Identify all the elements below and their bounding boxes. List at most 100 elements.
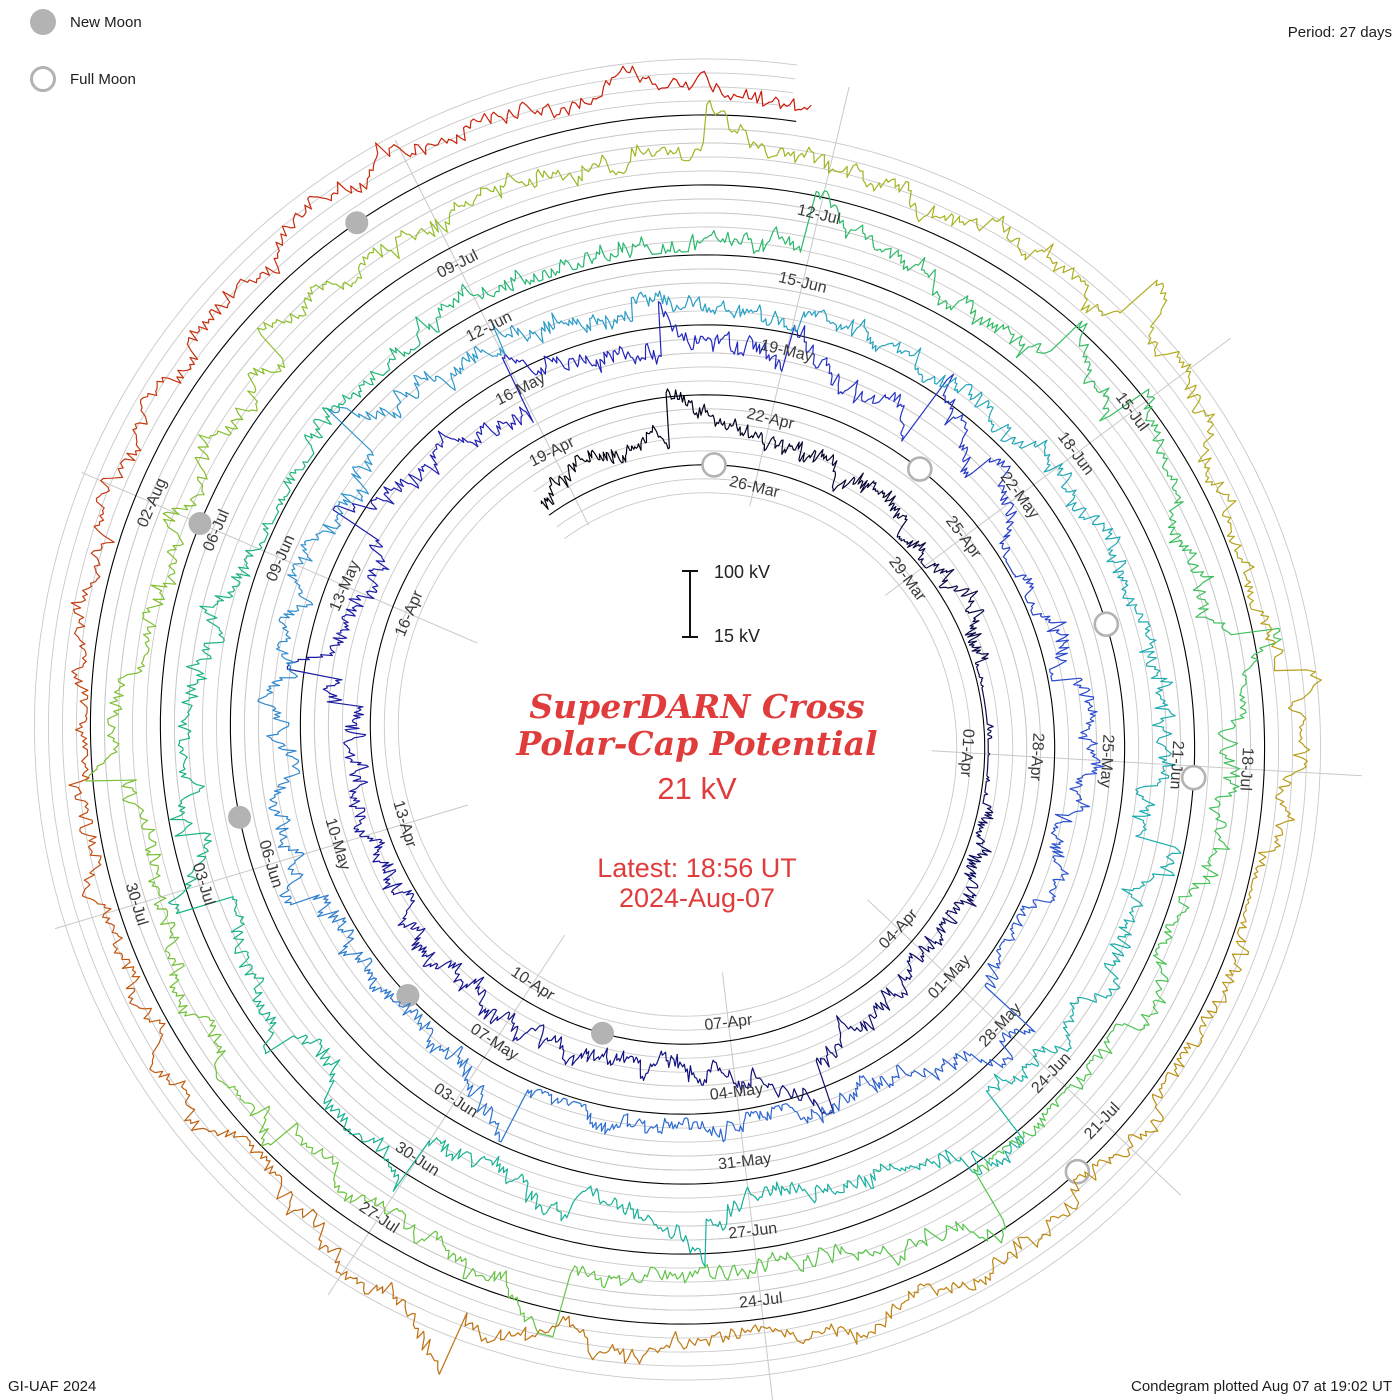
potential-trace-segment — [288, 625, 350, 664]
potential-trace-segment — [754, 1181, 817, 1204]
potential-trace-segment — [999, 510, 1017, 571]
potential-trace-segment — [1073, 1134, 1143, 1181]
potential-trace-segment — [286, 662, 365, 721]
date-label: 16-May — [493, 370, 548, 409]
potential-trace-segment — [728, 1324, 810, 1344]
potential-trace-segment — [485, 1315, 574, 1344]
potential-trace-segment — [906, 935, 935, 980]
potential-trace-segment — [977, 793, 994, 833]
potential-trace-segment — [235, 334, 286, 414]
date-label: 21-Jun — [1166, 740, 1186, 790]
potential-trace-segment — [142, 828, 167, 899]
date-label: 01-May — [925, 952, 974, 1002]
potential-trace-segment — [213, 1033, 249, 1104]
potential-trace-segment — [208, 257, 281, 315]
date-label: 07-Apr — [704, 1011, 754, 1034]
potential-trace-segment — [912, 540, 945, 574]
potential-trace-segment — [992, 458, 1015, 517]
potential-trace-segment — [107, 681, 126, 759]
potential-trace-segment — [71, 612, 89, 697]
scale-bottom-label: 15 kV — [714, 626, 761, 646]
potential-trace-segment — [280, 563, 314, 619]
potential-trace-segment — [321, 243, 389, 291]
potential-trace-segment — [657, 301, 713, 357]
potential-trace-segment — [814, 1169, 876, 1195]
legend-full-moon: Full Moon — [30, 66, 136, 92]
full-moon-marker — [1180, 764, 1207, 791]
radial-gridline — [867, 899, 1182, 1196]
potential-trace-segment — [847, 1238, 920, 1266]
potential-trace-segment — [958, 1236, 1023, 1291]
potential-trace-segment — [537, 1088, 587, 1108]
potential-trace-segment — [1173, 1000, 1218, 1069]
potential-trace-segment — [440, 283, 503, 311]
potential-trace-segment — [984, 975, 1036, 1066]
potential-trace-segment — [433, 430, 483, 452]
potential-trace-segment — [968, 640, 989, 681]
potential-trace — [68, 65, 1322, 1375]
potential-trace-segment — [1010, 569, 1035, 613]
full-moon-marker — [906, 456, 933, 482]
potential-trace-segment — [480, 324, 536, 357]
potential-trace-segment — [1282, 707, 1311, 787]
plotted-timestamp: Condegram plotted Aug 07 at 19:02 UT — [1130, 1378, 1392, 1395]
potential-trace-segment — [755, 432, 795, 455]
potential-trace-segment — [169, 974, 217, 1038]
potential-trace-segment — [402, 1008, 444, 1054]
potential-trace-segment — [633, 1050, 678, 1081]
potential-trace-segment — [364, 1195, 425, 1244]
full-moon-marker — [1093, 611, 1120, 638]
chart-title-line1: SuperDARN Cross — [529, 687, 865, 726]
potential-trace-segment — [792, 441, 834, 463]
potential-trace-segment — [937, 295, 999, 334]
potential-trace-segment — [245, 503, 284, 557]
potential-trace-segment — [379, 371, 429, 419]
potential-trace-segment — [1030, 611, 1070, 655]
potential-trace-segment — [980, 679, 988, 718]
potential-trace-segment — [372, 849, 403, 893]
potential-trace-segment — [1212, 929, 1250, 1003]
date-label: 15-Jul — [1112, 389, 1152, 434]
new-moon-marker — [396, 984, 420, 1007]
potential-trace-segment — [899, 373, 964, 442]
potential-trace-segment — [521, 163, 596, 188]
kv-gridline-spiral — [61, 86, 1294, 1353]
radial-gridline — [54, 804, 469, 930]
potential-trace-segment — [1085, 279, 1168, 351]
potential-trace-segment — [894, 180, 964, 227]
potential-trace-segment — [986, 716, 994, 756]
potential-trace-segment — [914, 365, 973, 394]
potential-trace-segment — [924, 907, 958, 946]
potential-trace-segment — [168, 875, 245, 933]
potential-trace-segment — [387, 209, 453, 260]
potential-trace-segment — [411, 926, 439, 970]
potential-trace-segment — [866, 331, 922, 367]
potential-trace-segment — [632, 1117, 685, 1135]
potential-trace-segment — [687, 230, 754, 253]
potential-trace-segment — [479, 406, 527, 437]
potential-trace-segment — [1217, 725, 1241, 797]
potential-trace-segment — [1237, 858, 1266, 932]
potential-trace-segment — [126, 380, 164, 462]
potential-trace-segment — [676, 1054, 721, 1086]
potential-trace-segment — [1173, 861, 1219, 924]
potential-trace-segment — [648, 1331, 730, 1354]
radial-gridline — [931, 750, 1362, 777]
potential-trace-segment — [918, 1221, 1003, 1247]
potential-trace-segment — [1009, 899, 1055, 935]
potential-trace-segment — [1078, 337, 1110, 410]
potential-trace-segment — [1139, 1067, 1180, 1140]
legend-new-moon: New Moon — [30, 9, 142, 35]
cycle-baselines — [89, 114, 1266, 1325]
potential-trace-segment — [1083, 515, 1127, 564]
potential-trace-segment — [81, 854, 115, 933]
potential-trace-segment — [199, 555, 251, 611]
potential-trace-segment — [590, 1047, 635, 1066]
radial-gridline — [722, 972, 774, 1400]
potential-trace-segment — [70, 535, 115, 614]
potential-trace-segment — [309, 1146, 366, 1203]
potential-trace-segment — [566, 1185, 634, 1219]
potential-trace-segment — [874, 974, 911, 1011]
potential-trace-segment — [966, 831, 992, 875]
center-annotations: SuperDARN Cross Polar-Cap Potential 21 k… — [350, 688, 1044, 913]
